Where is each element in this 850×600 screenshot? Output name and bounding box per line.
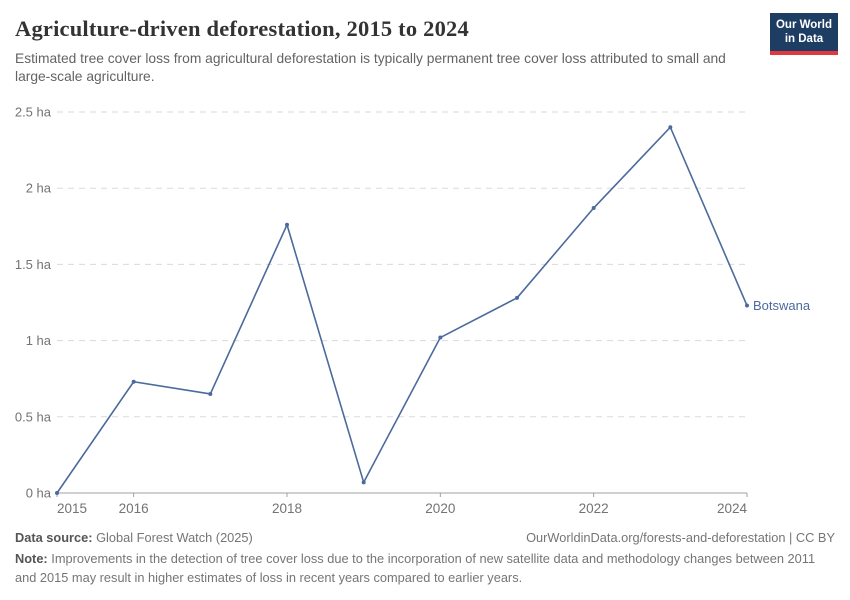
page-title: Agriculture-driven deforestation, 2015 t… — [15, 16, 469, 41]
x-axis-label: 2020 — [425, 501, 455, 516]
y-axis-label: 1 ha — [26, 333, 52, 348]
data-source-label: Data source: — [15, 530, 93, 545]
chart-header: Agriculture-driven deforestation, 2015 t… — [15, 16, 755, 86]
owid-logo: Our World in Data — [770, 13, 838, 55]
data-point[interactable] — [208, 391, 213, 396]
x-axis-label: 2024 — [717, 501, 748, 516]
owid-logo-line1: Our World — [775, 19, 832, 31]
x-axis-label: 2016 — [119, 501, 149, 516]
data-point[interactable] — [55, 491, 59, 495]
y-axis-label: 2 ha — [26, 181, 52, 196]
chart-footer: Data source: Global Forest Watch (2025) … — [15, 530, 835, 587]
y-axis-label: 0.5 ha — [15, 409, 52, 424]
x-axis-label: 2015 — [57, 501, 87, 516]
x-axis-label: 2018 — [272, 501, 302, 516]
chart-area[interactable]: 0 ha 0.5 ha 1 ha 1.5 ha 2 ha 2.5 ha 2015 2016 20… — [0, 95, 850, 525]
attribution-link[interactable]: OurWorldinData.org/forests-and-deforesta… — [526, 530, 835, 545]
note-label: Note: — [15, 551, 48, 566]
data-point[interactable] — [668, 125, 673, 130]
data-point[interactable] — [515, 295, 519, 300]
line-chart[interactable]: 0 ha 0.5 ha 1 ha 1.5 ha 2 ha 2.5 ha 2015 2016 20… — [0, 95, 850, 525]
series-line[interactable] — [56, 126, 748, 494]
note-value: Improvements in the detection of tree co… — [15, 551, 816, 585]
chart-subtitle: Estimated tree cover loss from agricultu… — [15, 51, 726, 85]
chart-note: Note: Improvements in the detection of t… — [15, 550, 835, 587]
y-axis-label: 2.5 ha — [15, 105, 52, 120]
data-point[interactable] — [745, 303, 749, 308]
data-point[interactable] — [131, 379, 136, 384]
data-point[interactable] — [361, 480, 366, 485]
y-axis-label: 0 ha — [26, 486, 52, 501]
series-end-label[interactable]: Botswana — [753, 298, 811, 313]
owid-logo-line2: in Data — [784, 33, 824, 46]
y-axis-label: 1.5 ha — [15, 257, 52, 272]
data-source-value: Global Forest Watch (2025) — [96, 530, 253, 545]
x-axis-label: 2022 — [579, 501, 609, 516]
data-point[interactable] — [285, 222, 289, 227]
data-source: Data source: Global Forest Watch (2025) — [15, 530, 253, 545]
data-point[interactable] — [591, 206, 596, 211]
data-point[interactable] — [438, 335, 443, 340]
